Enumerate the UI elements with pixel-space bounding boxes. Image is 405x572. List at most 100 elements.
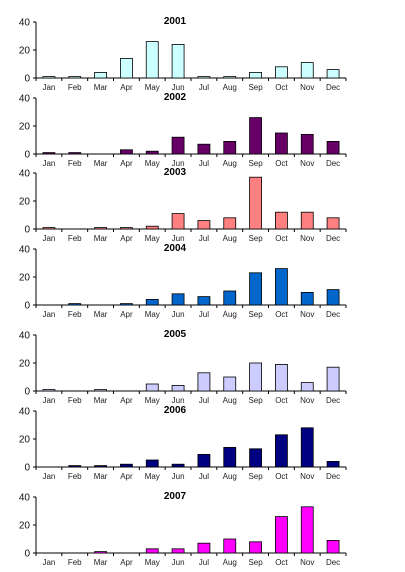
- x-tick-label: Jul: [199, 159, 209, 168]
- chart-panel-2004: 2004 0 20 40 Jan Feb Mar Apr May Jun Jul Aug Sep Oct N…: [19, 243, 347, 319]
- y-tick-label: 0: [24, 549, 30, 560]
- x-tick-label: Feb: [68, 558, 82, 567]
- bar-nov: [300, 211, 314, 230]
- x-tick-label: Mar: [94, 234, 108, 243]
- x-tick-label: May: [145, 472, 160, 481]
- bar-sep: [249, 541, 262, 554]
- bar-jun: [171, 463, 185, 468]
- x-tick-label: Feb: [68, 396, 82, 405]
- bar-oct: [275, 132, 288, 155]
- bar-dec: [326, 460, 340, 468]
- bar-may: [145, 298, 159, 306]
- x-tick-label: Mar: [94, 396, 108, 405]
- bar-jul: [197, 220, 211, 230]
- x-tick-label: Jun: [172, 310, 185, 319]
- y-tick-label: 0: [24, 150, 30, 161]
- chart-title: 2004: [164, 243, 187, 254]
- chart-panel-2003: 2003 0 20 40 Jan Feb Mar Apr May Jun Jul Aug Sep Oct N…: [19, 167, 347, 243]
- x-tick-label: Jan: [42, 234, 55, 243]
- bar-apr: [120, 149, 133, 155]
- x-tick-label: May: [145, 159, 160, 168]
- x-tick-label: Jul: [199, 310, 209, 319]
- x-tick-label: Apr: [120, 159, 133, 168]
- bar-dec: [326, 540, 340, 554]
- bar-feb: [68, 303, 82, 306]
- bar-jan: [42, 152, 56, 155]
- x-tick-label: May: [145, 310, 160, 319]
- bar-sep: [249, 362, 262, 392]
- bar-may: [145, 548, 159, 554]
- x-tick-label: Nov: [300, 159, 314, 168]
- x-tick-label: Oct: [275, 472, 288, 481]
- bar-feb: [68, 152, 82, 155]
- x-tick-label: Aug: [223, 234, 237, 243]
- x-tick-label: Oct: [275, 234, 288, 243]
- y-tick-label: 40: [19, 18, 31, 29]
- x-tick-label: Jul: [199, 558, 209, 567]
- x-tick-label: Jun: [172, 234, 185, 243]
- bar-aug: [223, 76, 237, 79]
- bar-feb: [68, 76, 82, 79]
- x-tick-label: Mar: [94, 310, 108, 319]
- bar-jun: [171, 548, 185, 554]
- x-tick-label: Dec: [326, 234, 340, 243]
- y-tick-label: 20: [19, 273, 31, 284]
- bar-apr: [120, 303, 133, 306]
- y-tick-label: 0: [24, 387, 30, 398]
- bar-mar: [94, 72, 107, 79]
- bar-jun: [171, 213, 185, 230]
- chart-title: 2003: [164, 167, 187, 178]
- bar-dec: [326, 366, 340, 392]
- x-tick-label: Sep: [248, 159, 263, 168]
- y-tick-label: 40: [19, 331, 31, 342]
- bar-jan: [42, 227, 56, 230]
- bar-mar: [94, 389, 107, 392]
- x-tick-label: Mar: [94, 83, 108, 92]
- bar-jul: [197, 542, 211, 554]
- bar-aug: [223, 446, 237, 468]
- x-tick-label: Jun: [172, 472, 185, 481]
- x-tick-label: Feb: [68, 310, 82, 319]
- x-tick-label: Feb: [68, 472, 82, 481]
- x-tick-label: Sep: [248, 310, 263, 319]
- y-tick-label: 0: [24, 463, 30, 474]
- x-tick-label: Dec: [326, 558, 340, 567]
- x-tick-label: Jan: [42, 472, 55, 481]
- x-tick-label: Oct: [275, 159, 288, 168]
- bar-aug: [223, 290, 237, 306]
- bar-dec: [326, 289, 340, 306]
- bar-aug: [223, 376, 237, 392]
- bar-jul: [197, 296, 211, 306]
- bar-oct: [275, 66, 288, 79]
- y-tick-label: 40: [19, 245, 31, 256]
- x-tick-label: Apr: [120, 396, 133, 405]
- y-tick-label: 0: [24, 74, 30, 85]
- bar-apr: [120, 227, 133, 230]
- x-tick-label: Feb: [68, 83, 82, 92]
- x-tick-label: Oct: [275, 396, 288, 405]
- bar-oct: [275, 434, 288, 468]
- x-tick-label: Dec: [326, 83, 340, 92]
- bar-oct: [275, 268, 288, 306]
- x-tick-label: May: [145, 83, 160, 92]
- x-tick-label: Sep: [248, 83, 263, 92]
- bar-dec: [326, 69, 340, 79]
- x-tick-label: Apr: [120, 310, 133, 319]
- bar-nov: [300, 62, 314, 79]
- x-tick-label: May: [145, 558, 160, 567]
- x-tick-label: Jul: [199, 396, 209, 405]
- bar-may: [145, 150, 159, 155]
- x-tick-label: Aug: [223, 558, 237, 567]
- x-tick-label: Apr: [120, 234, 133, 243]
- x-tick-label: Dec: [326, 159, 340, 168]
- bar-jul: [197, 76, 211, 79]
- x-tick-label: Sep: [248, 234, 263, 243]
- bar-jan: [42, 389, 56, 392]
- y-tick-label: 20: [19, 359, 31, 370]
- x-tick-label: Dec: [326, 472, 340, 481]
- chart-panel-2002: 2002 0 20 40 Jan Feb Mar Apr May Jun Jul Aug Sep Oct N…: [19, 92, 347, 168]
- x-tick-label: Mar: [94, 472, 108, 481]
- x-tick-label: Aug: [223, 159, 237, 168]
- bar-oct: [275, 363, 288, 392]
